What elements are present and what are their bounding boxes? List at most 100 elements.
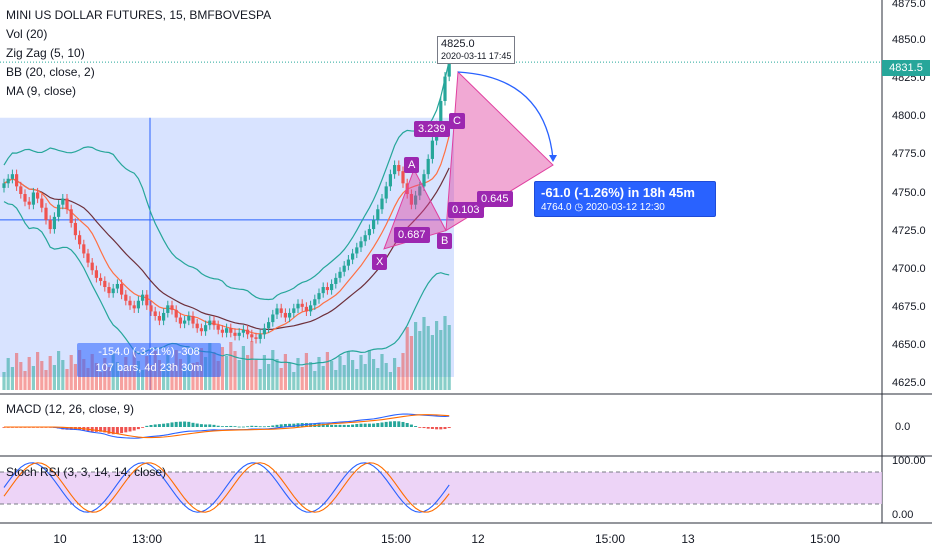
volume-bar <box>107 367 111 390</box>
macd-histogram-bar <box>414 426 418 427</box>
volume-bar <box>414 322 418 390</box>
volume-bar <box>2 372 6 390</box>
macd-histogram-bar <box>271 425 275 427</box>
candle-body <box>40 198 44 208</box>
volume-bar <box>57 351 61 390</box>
volume-bar <box>120 371 124 390</box>
candle-body <box>52 216 56 230</box>
candle-body <box>99 277 103 281</box>
macd-histogram-bar <box>141 427 145 428</box>
candle-body <box>107 287 111 294</box>
candle-body <box>283 312 287 318</box>
macd-histogram-bar <box>288 423 292 427</box>
candle-body <box>279 308 283 313</box>
ratio-bd[interactable]: 3.239 <box>414 121 450 137</box>
volume-bar <box>346 351 350 390</box>
macd-histogram-bar <box>447 427 451 429</box>
ratio-xd[interactable]: 0.645 <box>477 191 513 207</box>
time-tick: 13 <box>681 532 695 546</box>
stoch-tick: 100.00 <box>892 455 926 467</box>
volume-bar <box>6 358 10 390</box>
candle-body <box>325 287 329 291</box>
price-tick: 4775.0 <box>892 148 926 160</box>
indicator-vol[interactable]: Vol (20) <box>6 27 48 41</box>
volume-bar <box>15 353 19 390</box>
candle-body <box>359 241 363 248</box>
ratio-xb[interactable]: 0.687 <box>394 227 430 243</box>
stoch-d-line <box>3 462 450 513</box>
macd-label[interactable]: MACD (12, 26, close, 9) <box>6 402 135 416</box>
volume-bar <box>292 372 296 390</box>
price-tick: 4750.0 <box>892 187 926 199</box>
price-tick: 4875.0 <box>892 0 926 10</box>
volume-bar <box>342 365 346 390</box>
volume-bar <box>267 364 271 390</box>
macd-histogram-bar <box>99 427 103 432</box>
candle-body <box>174 309 178 318</box>
indicator-bb[interactable]: BB (20, close, 2) <box>6 65 95 79</box>
candle-body <box>401 171 405 184</box>
macd-histogram-bar <box>246 426 250 428</box>
volume-bar <box>99 372 103 390</box>
candle-body <box>300 303 304 307</box>
indicator-zigzag[interactable]: Zig Zag (5, 10) <box>6 46 85 60</box>
time-tick: 13:00 <box>131 532 163 546</box>
macd-histogram-bar <box>132 427 136 431</box>
candle-body <box>430 140 434 159</box>
macd-histogram-bar <box>191 422 195 427</box>
projection-line2: 4764.0 ◷ 2020-03-12 12:30 <box>541 202 665 213</box>
candle-body <box>367 229 371 236</box>
stoch-band <box>0 472 882 504</box>
candle-body <box>351 253 355 260</box>
volume-bar <box>73 364 77 390</box>
volume-bar <box>48 356 52 390</box>
high-flag-time: 2020-03-11 17:45 <box>441 51 512 61</box>
candle-body <box>10 174 14 179</box>
candle-body <box>157 316 161 321</box>
macd-histogram-bar <box>443 427 447 430</box>
candle-body <box>388 174 392 187</box>
macd-histogram-bar <box>254 425 258 427</box>
candle-body <box>136 300 140 309</box>
candle-body <box>288 312 292 318</box>
candle-body <box>346 259 350 266</box>
volume-bar <box>162 369 166 390</box>
candle-body <box>271 314 275 323</box>
pattern-point-a[interactable]: A <box>404 157 420 173</box>
stoch-label[interactable]: Stoch RSI (3, 3, 14, 14, close) <box>6 465 167 479</box>
candle-body <box>426 158 430 175</box>
volume-bar <box>149 365 153 390</box>
volume-bar <box>233 351 237 390</box>
pattern-point-x[interactable]: X <box>372 254 388 270</box>
macd-histogram-bar <box>162 423 166 427</box>
macd-histogram-bar <box>435 427 439 430</box>
macd-histogram-bar <box>204 424 208 427</box>
candle-body <box>246 329 250 335</box>
volume-bar <box>27 357 31 390</box>
macd-histogram-bar <box>338 424 342 427</box>
high-price-flag: 4825.0 2020-03-11 17:45 <box>437 36 516 64</box>
pattern-point-b[interactable]: B <box>437 233 453 249</box>
macd-histogram-bar <box>208 424 212 427</box>
volume-bar <box>250 341 254 390</box>
volume-bar <box>426 326 430 390</box>
candle-body <box>393 165 397 175</box>
volume-bar <box>401 353 405 390</box>
symbol-title[interactable]: MINI US DOLLAR FUTURES, 15, BMFBOVESPA <box>6 8 272 22</box>
volume-bar <box>443 316 447 390</box>
candle-body <box>237 332 241 336</box>
candle-body <box>61 198 65 205</box>
volume-bar <box>220 347 224 390</box>
volume-bar <box>393 358 397 390</box>
bollinger-upper-band <box>3 60 450 301</box>
volume-bar <box>330 361 334 390</box>
volume-bar <box>367 350 371 390</box>
candle-body <box>422 174 426 187</box>
volume-bar <box>355 369 359 390</box>
macd-histogram-bar <box>115 427 119 434</box>
ratio-ac[interactable]: 0.103 <box>448 202 484 218</box>
candle-body <box>153 311 157 316</box>
macd-histogram-bar <box>304 423 308 427</box>
indicator-ma[interactable]: MA (9, close) <box>6 84 77 98</box>
pattern-point-c[interactable]: C <box>449 113 465 129</box>
